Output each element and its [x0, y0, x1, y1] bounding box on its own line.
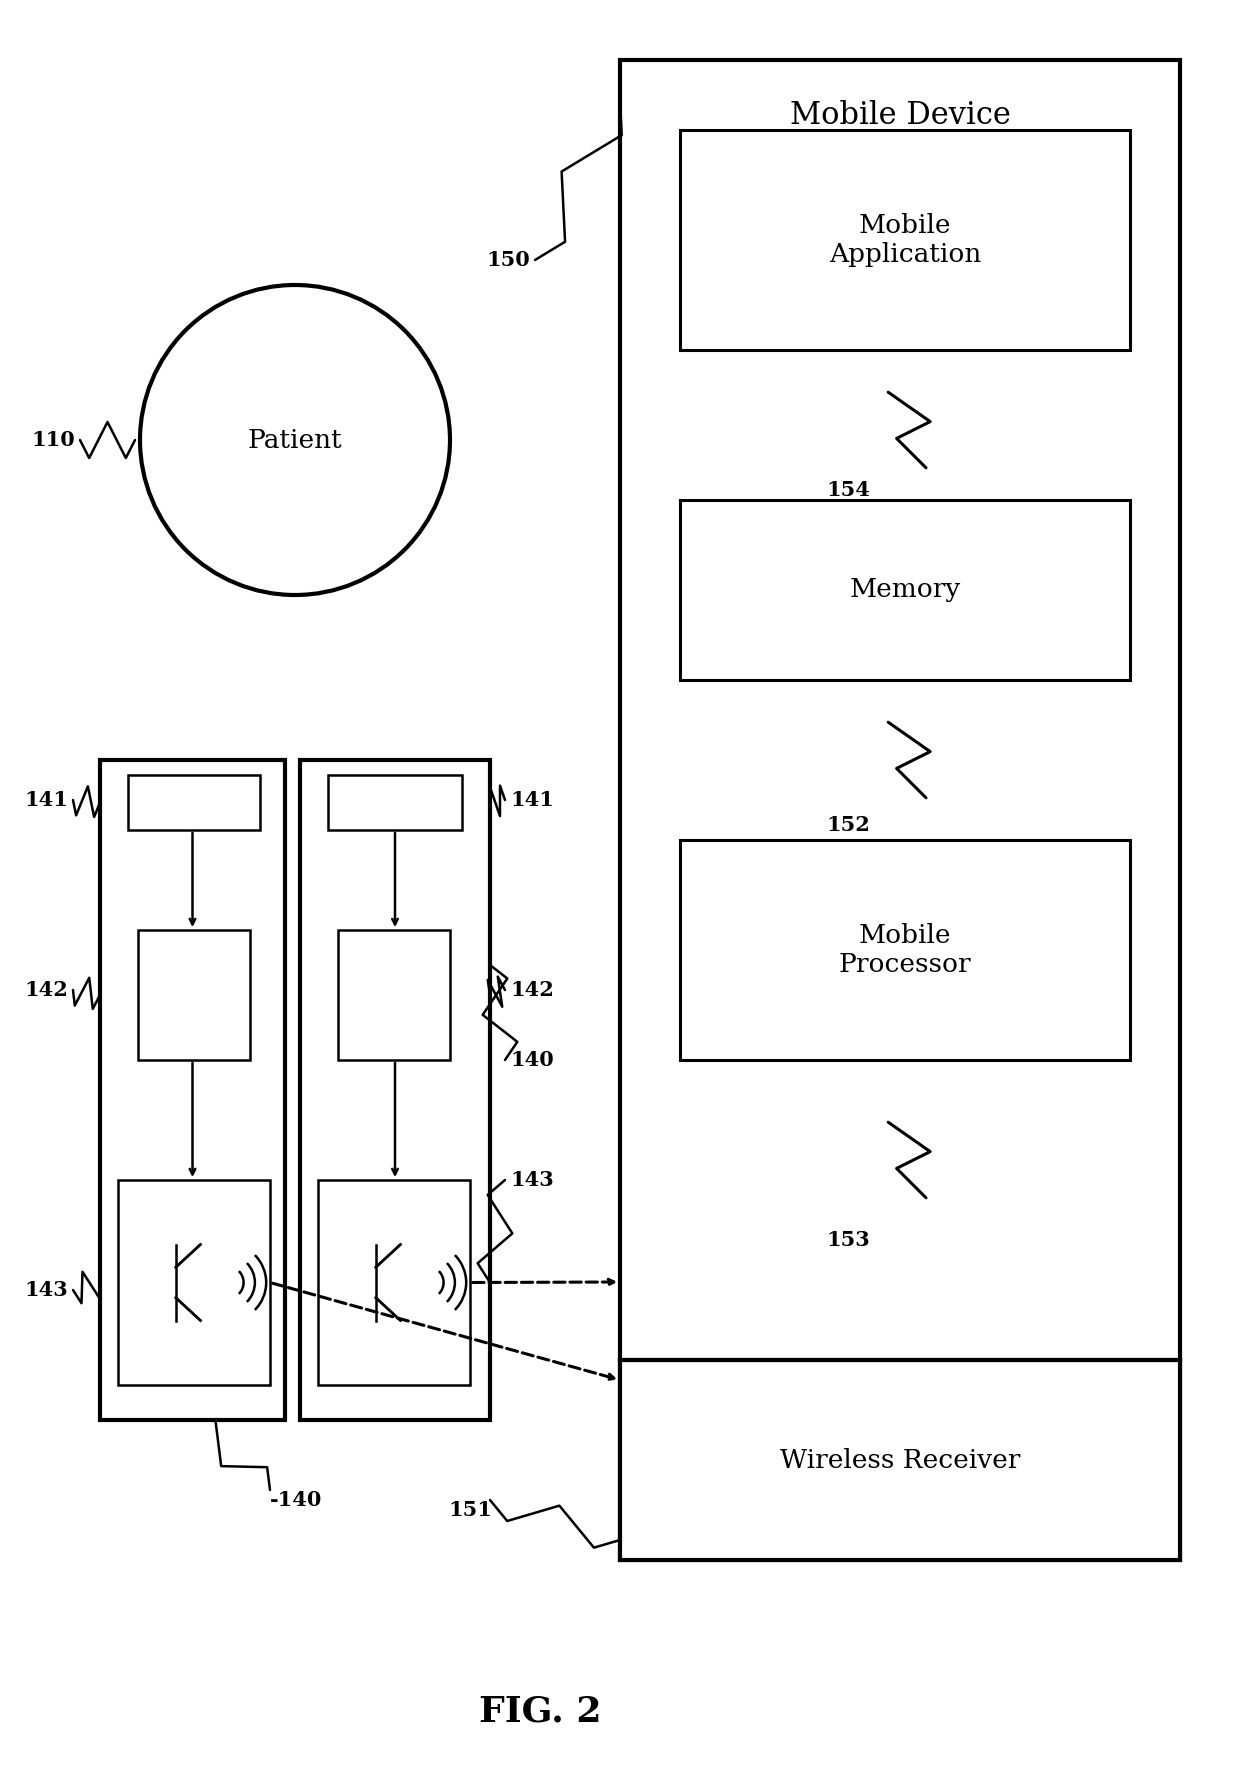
Bar	[620, 61, 1180, 1559]
Text: 154: 154	[826, 479, 870, 501]
Bar	[329, 774, 463, 830]
Text: 141: 141	[510, 790, 554, 810]
Text: 110: 110	[31, 429, 74, 451]
Text: 143: 143	[25, 1280, 68, 1300]
Text: Mobile
Processor: Mobile Processor	[838, 923, 971, 976]
Text: FIG. 2: FIG. 2	[479, 1693, 601, 1727]
Text: Memory: Memory	[849, 578, 961, 603]
Bar	[620, 1361, 1180, 1559]
Bar	[100, 760, 285, 1420]
Text: 142: 142	[510, 980, 554, 999]
Text: 152: 152	[826, 815, 870, 835]
Text: 150: 150	[486, 250, 529, 270]
Text: 142: 142	[24, 980, 68, 999]
Bar	[138, 930, 250, 1060]
Text: 151: 151	[448, 1500, 492, 1520]
Circle shape	[140, 284, 450, 595]
Text: Mobile
Application: Mobile Application	[828, 213, 981, 266]
Bar	[339, 930, 450, 1060]
Text: Wireless Receiver: Wireless Receiver	[780, 1448, 1021, 1473]
Bar	[680, 131, 1130, 350]
Text: Patient: Patient	[248, 427, 342, 452]
Bar	[317, 1180, 470, 1386]
Bar	[118, 1180, 270, 1386]
Bar	[680, 501, 1130, 679]
Text: -140: -140	[270, 1489, 322, 1511]
Bar	[128, 774, 260, 830]
Text: 140: 140	[510, 1050, 554, 1069]
Bar	[300, 760, 490, 1420]
Text: 153: 153	[826, 1230, 870, 1250]
Text: Mobile Device: Mobile Device	[790, 100, 1011, 131]
Text: 141: 141	[24, 790, 68, 810]
Text: 143: 143	[510, 1169, 554, 1191]
Bar	[680, 840, 1130, 1060]
